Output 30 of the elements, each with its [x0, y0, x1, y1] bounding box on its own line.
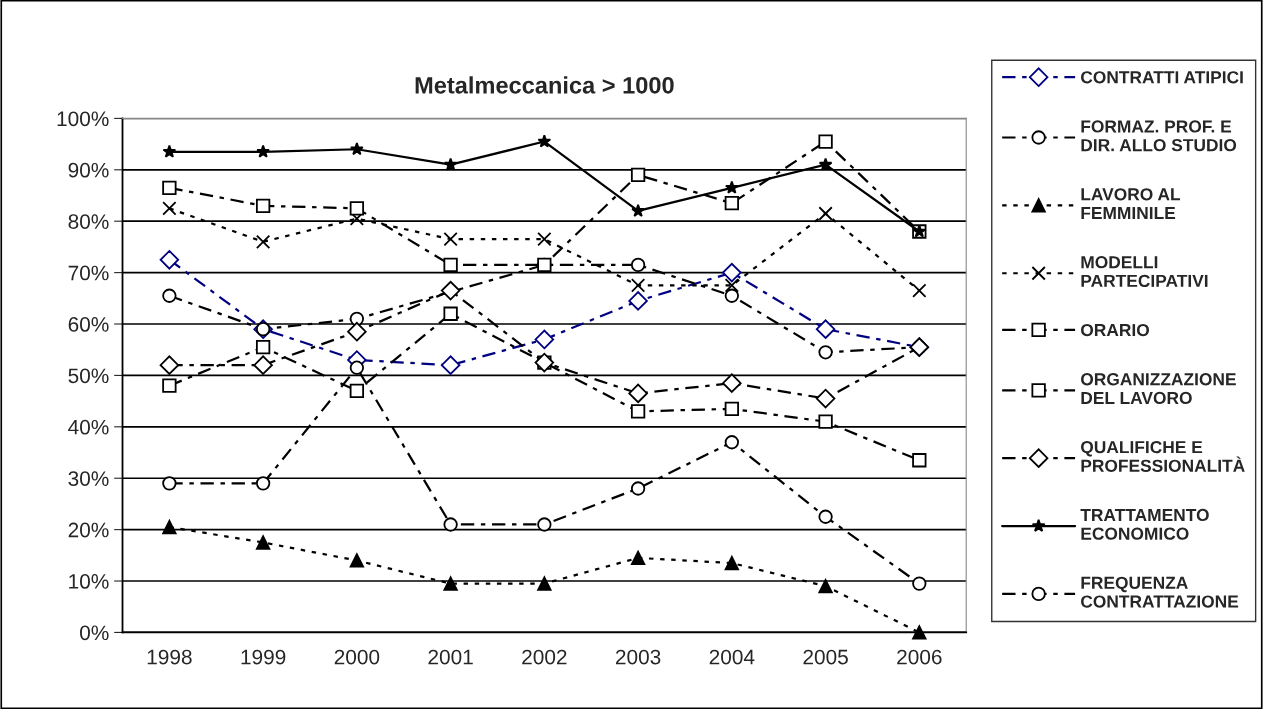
y-tick-label: 40% — [68, 419, 109, 435]
x-tick-label: 2000 — [334, 649, 380, 665]
y-tick-label: 100% — [57, 111, 109, 127]
legend-label: FREQUENZA CONTRATTAZIONE — [1081, 576, 1239, 608]
legend-label: QUALIFICHE E PROFESSIONALITÀ — [1081, 440, 1245, 472]
y-tick-label: 60% — [68, 317, 109, 332]
y-tick-label: 20% — [68, 522, 109, 538]
x-tick-label: 1998 — [147, 649, 192, 665]
chart-title: Metalmeccanica > 1000 — [415, 76, 674, 94]
y-tick-label: 90% — [68, 162, 109, 178]
y-tick-label: 30% — [68, 471, 109, 486]
x-tick-label: 2002 — [522, 649, 567, 665]
y-tick-label: 10% — [69, 574, 109, 589]
legend-label: ORARIO — [1081, 323, 1150, 337]
y-tick-label: 80% — [68, 214, 109, 229]
legend-label: ORGANIZZAZIONE DEL LAVORO — [1081, 373, 1236, 405]
y-tick-label: 50% — [68, 368, 109, 384]
x-tick-label: 2004 — [709, 649, 755, 665]
x-tick-label: 2005 — [803, 649, 848, 665]
x-tick-label: 2006 — [897, 649, 942, 665]
legend-label: MODELLI PARTECIPATIVI — [1081, 256, 1208, 288]
legend-label: FORMAZ. PROF. E DIR. ALLO STUDIO — [1081, 120, 1237, 152]
x-tick-label: 2003 — [615, 649, 661, 665]
legend-label: LAVORO AL FEMMINILE — [1081, 188, 1181, 219]
legend-label: TRATTAMENTO ECONOMICO — [1080, 508, 1209, 540]
x-tick-label: 2001 — [428, 649, 473, 665]
x-tick-label: 1999 — [241, 649, 286, 665]
y-tick-label: 0% — [80, 625, 109, 641]
legend-label: CONTRATTI ATIPICI — [1081, 71, 1243, 84]
y-tick-label: 70% — [68, 265, 109, 281]
